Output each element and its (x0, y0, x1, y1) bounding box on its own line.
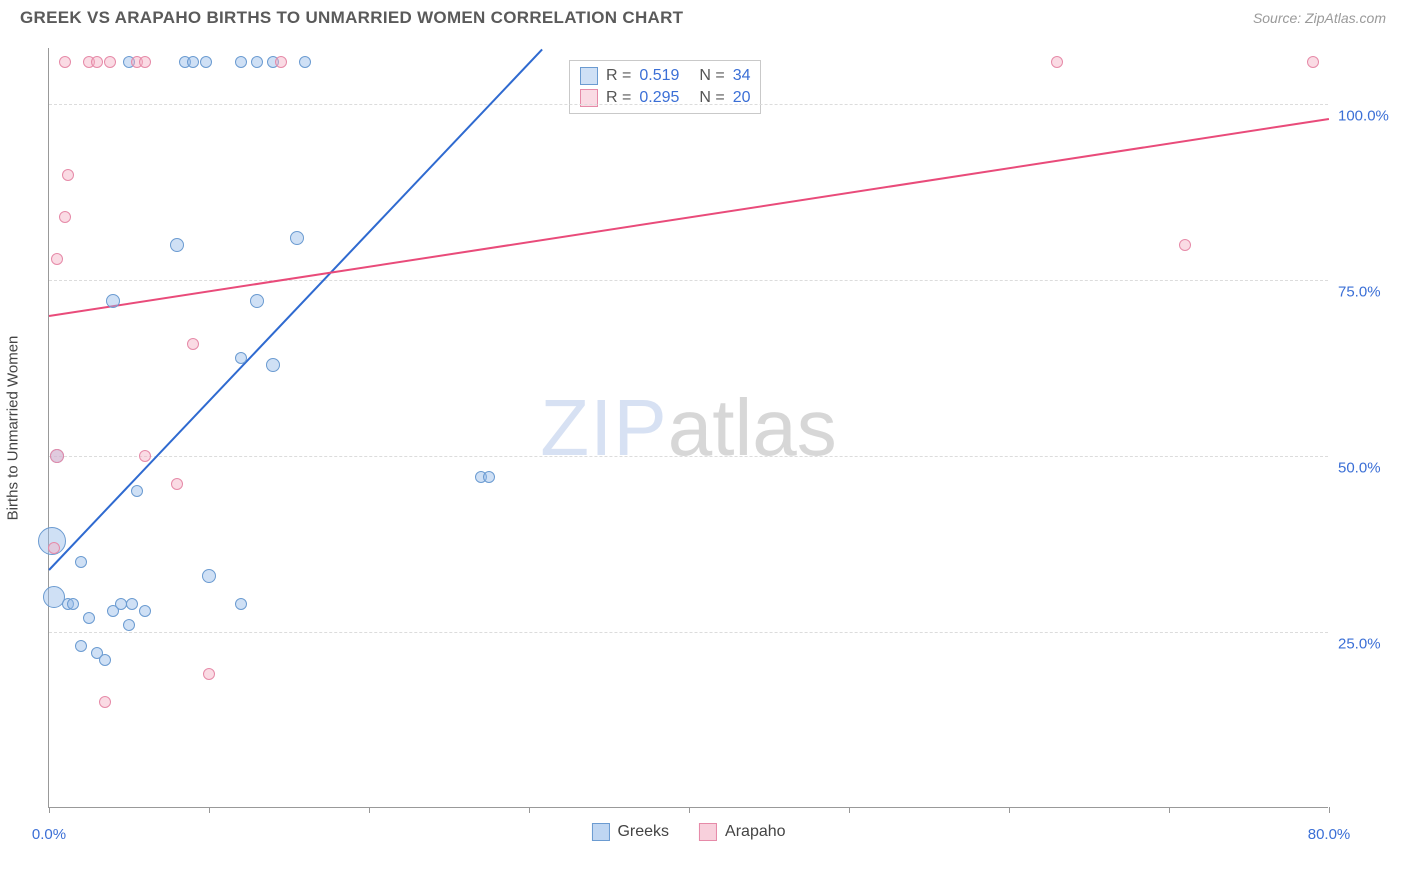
data-point (99, 696, 111, 708)
data-point (202, 569, 216, 583)
r-value: 0.519 (639, 67, 691, 85)
data-point (1179, 239, 1191, 251)
stats-legend: R = 0.519 N = 34 R =0.295N =20 (569, 60, 761, 114)
x-tick (1009, 807, 1010, 813)
legend-swatch (591, 823, 609, 841)
data-point (131, 485, 143, 497)
legend-item: Greeks (591, 823, 669, 841)
data-point (299, 56, 311, 68)
gridline (49, 280, 1328, 281)
data-point (187, 338, 199, 350)
x-tick (689, 807, 690, 813)
stats-legend-row: R =0.295N =20 (580, 87, 750, 109)
data-point (235, 56, 247, 68)
x-tick-label: 0.0% (32, 826, 66, 843)
legend-label: Greeks (617, 823, 669, 841)
data-point (59, 211, 71, 223)
watermark-atlas: atlas (668, 383, 837, 472)
trendline (48, 48, 543, 570)
data-point (91, 56, 103, 68)
data-point (123, 619, 135, 631)
data-point (483, 471, 495, 483)
data-point (275, 56, 287, 68)
data-point (1051, 56, 1063, 68)
data-point (75, 556, 87, 568)
x-tick (1329, 807, 1330, 813)
chart-title: GREEK VS ARAPAHO BIRTHS TO UNMARRIED WOM… (20, 8, 683, 28)
data-point (99, 654, 111, 666)
data-point (266, 358, 280, 372)
gridline (49, 632, 1328, 633)
legend-label: Arapaho (725, 823, 786, 841)
plot-area: Births to Unmarried Women ZIPatlas R =0.… (48, 48, 1328, 808)
data-point (139, 56, 151, 68)
data-point (187, 56, 199, 68)
x-tick (369, 807, 370, 813)
n-value: 34 (733, 67, 751, 85)
y-tick-label: 75.0% (1338, 284, 1398, 301)
data-point (59, 56, 71, 68)
data-point (139, 605, 151, 617)
data-point (126, 598, 138, 610)
data-point (115, 598, 127, 610)
data-point (290, 231, 304, 245)
data-point (171, 478, 183, 490)
y-axis-title: Births to Unmarried Women (5, 335, 22, 520)
data-point (48, 542, 60, 554)
data-point (104, 56, 116, 68)
legend-swatch (699, 823, 717, 841)
gridline (49, 104, 1328, 105)
trendline (49, 118, 1329, 317)
data-point (51, 253, 63, 265)
x-tick (849, 807, 850, 813)
chart-source: Source: ZipAtlas.com (1253, 10, 1386, 26)
data-point (203, 668, 215, 680)
x-tick (49, 807, 50, 813)
n-label: N = (699, 67, 724, 85)
data-point (139, 450, 151, 462)
data-point (235, 352, 247, 364)
data-point (62, 169, 74, 181)
legend-swatch (580, 67, 598, 85)
x-tick (529, 807, 530, 813)
y-tick-label: 50.0% (1338, 460, 1398, 477)
data-point (251, 56, 263, 68)
legend-item: Arapaho (699, 823, 786, 841)
y-tick-label: 100.0% (1338, 108, 1398, 125)
data-point (170, 238, 184, 252)
watermark: ZIPatlas (540, 382, 836, 474)
data-point (67, 598, 79, 610)
data-point (75, 640, 87, 652)
watermark-zip: ZIP (540, 383, 667, 472)
r-label: R = (606, 67, 631, 85)
x-tick (1169, 807, 1170, 813)
gridline (49, 456, 1328, 457)
data-point (200, 56, 212, 68)
data-point (235, 598, 247, 610)
series-legend: Greeks Arapaho (591, 823, 785, 841)
stats-legend-row: R = 0.519 N = 34 (580, 65, 750, 87)
data-point (106, 294, 120, 308)
data-point (83, 612, 95, 624)
data-point (250, 294, 264, 308)
x-tick (209, 807, 210, 813)
chart-header: GREEK VS ARAPAHO BIRTHS TO UNMARRIED WOM… (0, 0, 1406, 28)
data-point (50, 449, 64, 463)
data-point (1307, 56, 1319, 68)
x-tick-label: 80.0% (1308, 826, 1351, 843)
chart-container: Births to Unmarried Women ZIPatlas R =0.… (48, 48, 1398, 840)
y-tick-label: 25.0% (1338, 636, 1398, 653)
